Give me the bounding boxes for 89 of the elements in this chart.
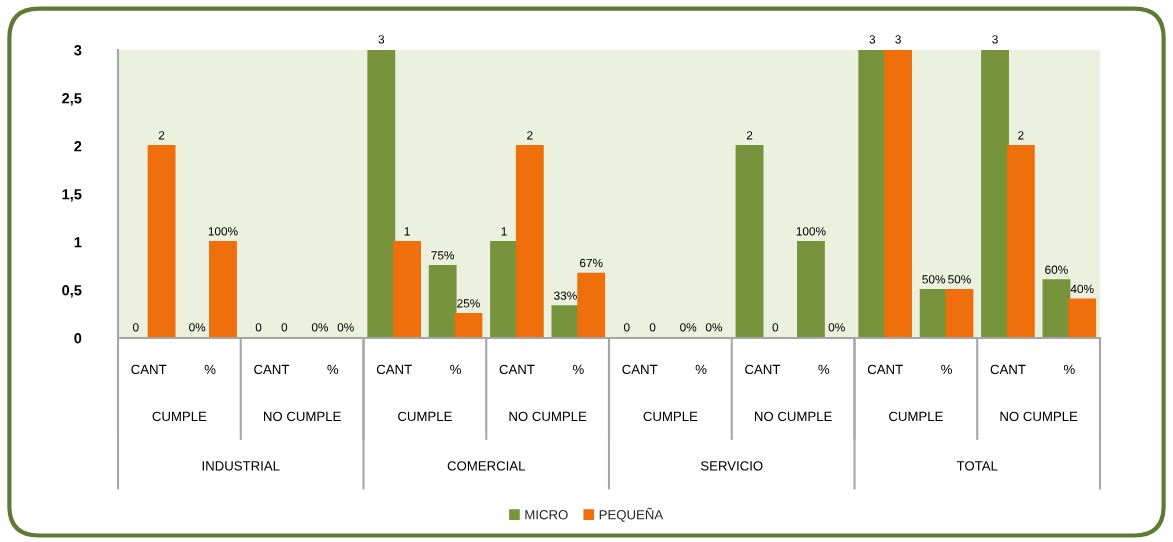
y-tick-label: 0,5 (62, 285, 82, 298)
data-label: 3 (992, 35, 998, 44)
x-tick-label: CANT (254, 364, 290, 375)
x-tick-label: % (450, 364, 461, 375)
text: CUMPLE (643, 411, 698, 422)
data-label: 1 (501, 227, 507, 236)
text: NO CUMPLE (1000, 411, 1078, 422)
y-tick-label: 0 (74, 333, 82, 344)
x-tick-label: % (695, 364, 707, 375)
y-tick-label: 2,5 (62, 93, 82, 106)
bar (551, 305, 580, 338)
x-tick-label: % (204, 364, 216, 375)
x-tick-label: % (1063, 364, 1075, 375)
data-label: 0 (132, 323, 139, 332)
x-tick-label: CANT (867, 364, 903, 375)
bar (577, 272, 606, 338)
text: COMERCIAL (447, 461, 526, 471)
y-tick-label: 2 (74, 141, 82, 152)
data-label: 0% (828, 323, 845, 332)
bar (945, 288, 974, 338)
bar (1068, 298, 1097, 338)
bar (147, 144, 176, 338)
text: SERVICIO (700, 461, 763, 471)
data-label: 0 (255, 323, 262, 332)
x-tick-label: CANT (376, 364, 412, 375)
text: TOTAL (956, 461, 998, 471)
bar (1006, 144, 1035, 338)
legend-label: PEQUEÑA (599, 507, 664, 522)
data-label: 50% (948, 275, 971, 284)
text: CUMPLE (398, 411, 452, 422)
data-label: 33% (554, 291, 577, 300)
data-label: 3 (869, 35, 876, 44)
text: CUMPLE (152, 411, 207, 422)
data-label: 0 (772, 323, 779, 332)
x-tick-label: CANT (622, 364, 658, 375)
data-label: 60% (1045, 265, 1068, 274)
data-label: 0% (189, 323, 206, 332)
data-label: 75% (431, 251, 455, 260)
x-tick-label: % (572, 364, 584, 375)
bar (428, 264, 457, 338)
y-tick-label: 1 (74, 237, 82, 248)
data-label: 100% (796, 227, 826, 236)
bar (367, 50, 396, 338)
text: NO CUMPLE (509, 411, 587, 422)
bar (454, 312, 483, 338)
bar (858, 50, 887, 338)
data-label: 0% (337, 323, 354, 332)
y-tick-label: 3 (74, 45, 82, 56)
bar (981, 50, 1009, 338)
x-tick-label: % (941, 364, 952, 375)
bar (735, 144, 764, 338)
data-label: 0 (649, 323, 656, 332)
data-label: 1 (404, 227, 410, 236)
y-tick-label: 1,5 (62, 189, 82, 202)
bar (515, 144, 544, 338)
x-tick-label: % (327, 364, 339, 375)
data-label: 3 (895, 35, 901, 44)
bar (797, 240, 825, 338)
data-label: 2 (527, 131, 533, 140)
data-label: 40% (1070, 284, 1094, 294)
data-label: 0 (281, 323, 288, 332)
x-tick-label: CANT (745, 364, 781, 375)
data-label: 50% (922, 275, 946, 284)
bar (884, 50, 913, 338)
data-label: 3 (378, 35, 385, 44)
data-label: 2 (746, 131, 753, 140)
data-label: 0% (705, 323, 723, 332)
data-label: 67% (579, 258, 603, 268)
data-label: 2 (158, 131, 165, 140)
text: NO CUMPLE (754, 411, 832, 422)
data-label: 2 (1018, 131, 1024, 140)
bar (209, 240, 237, 338)
data-label: 100% (208, 227, 238, 236)
data-label: 0 (623, 323, 630, 332)
data-label: 0% (680, 323, 697, 332)
data-label: 0% (311, 323, 329, 332)
x-tick-label: CANT (990, 364, 1026, 375)
bar (1042, 279, 1071, 338)
x-tick-label: CANT (499, 364, 535, 375)
bar (919, 288, 948, 338)
data-label: 25% (457, 299, 480, 308)
bar (490, 240, 518, 338)
text: INDUSTRIAL (202, 461, 280, 471)
bar (393, 240, 422, 338)
x-tick-label: CANT (131, 364, 167, 375)
x-tick-label: % (818, 364, 830, 375)
legend-label: MICRO (525, 510, 568, 520)
text: NO CUMPLE (263, 411, 341, 422)
text: CUMPLE (889, 411, 943, 422)
